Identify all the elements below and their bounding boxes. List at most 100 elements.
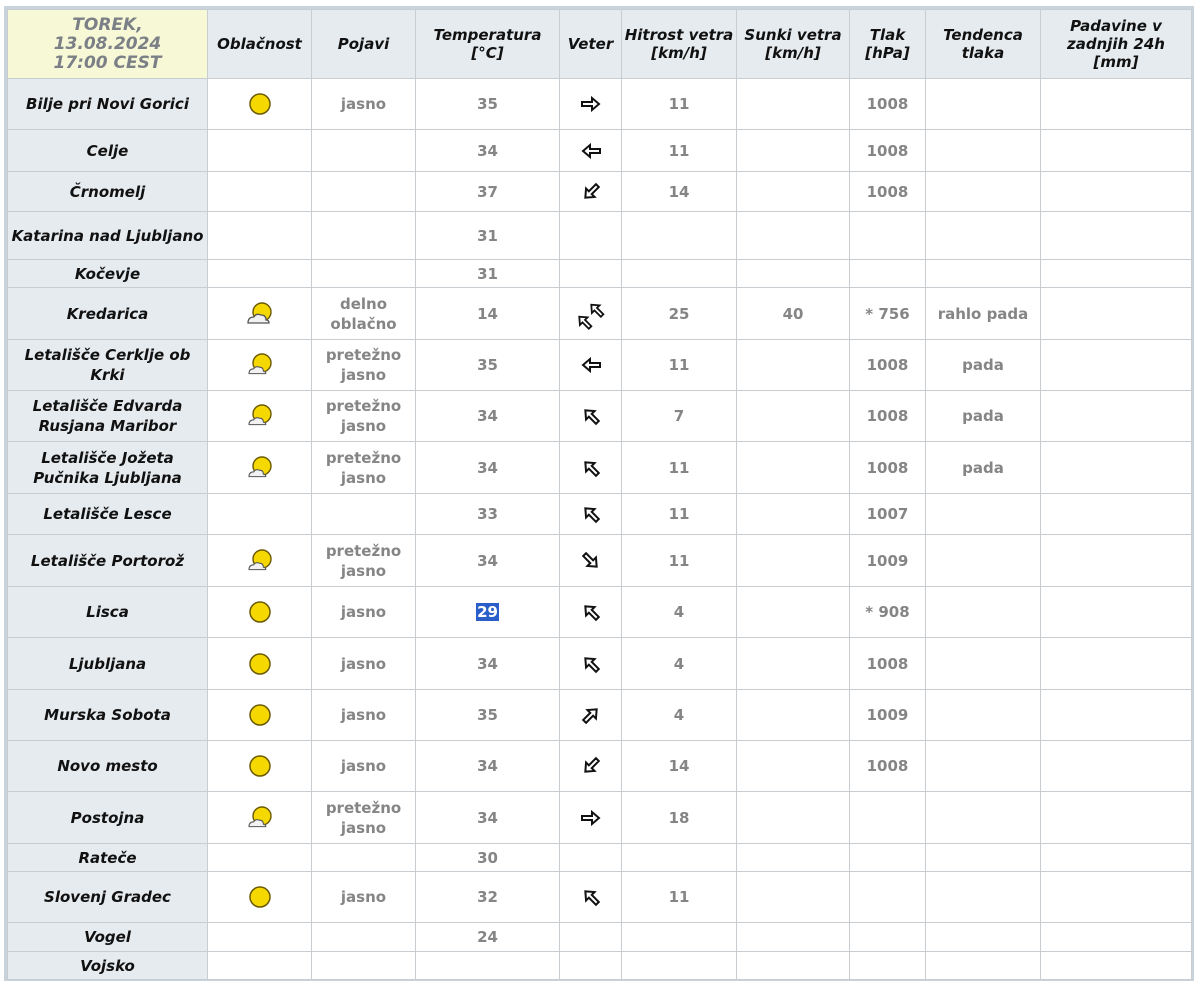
temperature-cell: 37 (415, 171, 560, 212)
temperature: 14 (477, 304, 498, 323)
temperature: 30 (477, 848, 498, 867)
pressure-cell (849, 951, 926, 980)
precipitation-cell (1040, 740, 1192, 792)
wind-direction-cell (559, 259, 622, 288)
temperature: 34 (477, 458, 498, 477)
station-name-cell: Letališče Edvarda Rusjana Maribor (7, 390, 208, 442)
table-row: Letališče Cerklje ob Krki pretežno jasno 3… (7, 339, 1192, 391)
wind-direction-cell (559, 637, 622, 690)
cloudiness-cell (207, 211, 312, 260)
precipitation-cell (1040, 171, 1192, 212)
precipitation-cell (1040, 922, 1192, 952)
cloudiness-cell (207, 339, 312, 391)
wind-speed: 14 (668, 757, 690, 775)
temperature-cell: 14 (415, 287, 560, 340)
phenomena: pretežno jasno (325, 448, 402, 487)
precipitation-cell (1040, 129, 1192, 172)
pressure-cell: 1009 (849, 534, 926, 587)
station-name: Novo mesto (57, 757, 158, 775)
partly-cloudy-icon (245, 301, 275, 324)
date-line: 13.08.2024 (53, 33, 162, 54)
sun-icon (247, 93, 273, 115)
station-name-cell: Bilje pri Novi Gorici (7, 78, 208, 130)
cloudiness-cell (207, 586, 312, 638)
pressure-trend-cell: rahlo pada (925, 287, 1041, 340)
temperature: 37 (477, 182, 498, 201)
temperature-cell: 34 (415, 740, 560, 792)
temperature-cell: 30 (415, 843, 560, 872)
pressure-cell: * 756 (849, 287, 926, 340)
station-name: Kočevje (74, 264, 141, 283)
wind-direction-cell (559, 129, 622, 172)
station-name: Rateče (78, 848, 137, 867)
wind-arrow-icon (580, 182, 602, 200)
phenomena: jasno (340, 757, 387, 775)
wind-speed: 11 (668, 505, 690, 523)
phenomena-cell: jasno (311, 586, 416, 638)
temperature: 31 (477, 226, 498, 245)
pressure-trend-cell (925, 740, 1041, 792)
cloudiness-cell (207, 493, 312, 535)
phenomena-cell (311, 171, 416, 212)
pressure-trend-cell: pada (925, 390, 1041, 442)
phenomena-cell: jasno (311, 689, 416, 741)
station-name-cell: Celje (7, 129, 208, 172)
wind-speed-cell: 11 (621, 441, 737, 494)
pressure-trend-cell (925, 871, 1041, 923)
wind-speed-cell (621, 922, 737, 952)
wind-arrow-icon (580, 458, 602, 477)
phenomena: delno oblačno (330, 294, 397, 333)
station-name: Lisca (86, 603, 129, 621)
wind-speed-cell: 11 (621, 339, 737, 391)
wind-direction-cell (559, 586, 622, 638)
phenomena: jasno (340, 95, 387, 113)
station-name: Katarina nad Ljubljano (11, 226, 204, 245)
pressure-cell (849, 211, 926, 260)
pressure-cell (849, 259, 926, 288)
wind-speed: 4 (673, 603, 685, 621)
temperature: 33 (477, 505, 498, 523)
table-row: Letališče Edvarda Rusjana Maribor pretežn… (7, 390, 1192, 442)
station-name: Črnomelj (69, 182, 146, 201)
table-row: Murska Sobota jasno 35 4 1009 (7, 689, 1192, 741)
pressure-trend-cell (925, 637, 1041, 690)
wind-speed: 14 (668, 182, 690, 201)
temperature: 34 (477, 407, 498, 425)
station-name-cell: Kredarica (7, 287, 208, 340)
station-name: Postojna (70, 808, 145, 827)
wind-gusts-cell (736, 843, 850, 872)
wind-arrow-icon (580, 757, 602, 775)
wind-speed: 25 (668, 304, 690, 323)
pressure-trend-cell (925, 129, 1041, 172)
precipitation-cell (1040, 586, 1192, 638)
wind-arrow-icon (580, 141, 602, 159)
pressure-trend-cell (925, 493, 1041, 535)
pressure-trend-cell (925, 791, 1041, 844)
precipitation-cell (1040, 211, 1192, 260)
cloudiness-cell (207, 534, 312, 587)
table-row: Črnomelj 37 14 1008 (7, 171, 1192, 212)
station-name-cell: Ljubljana (7, 637, 208, 690)
wind-speed-cell: 11 (621, 871, 737, 923)
precipitation-cell (1040, 689, 1192, 741)
wind-speed-cell: 11 (621, 129, 737, 172)
mostly-clear-icon (245, 805, 275, 827)
table-row: Vogel 24 (7, 922, 1192, 952)
wind-gusts-cell (736, 259, 850, 288)
pressure-cell: 1008 (849, 740, 926, 792)
precipitation-cell (1040, 534, 1192, 587)
pressure-cell: 1009 (849, 689, 926, 741)
temperature-cell: 29 (415, 586, 560, 638)
pressure: 1009 (866, 706, 909, 724)
station-name-cell: Novo mesto (7, 740, 208, 792)
phenomena-cell (311, 129, 416, 172)
cloudiness-cell (207, 259, 312, 288)
date-line: TOREK, (72, 14, 143, 35)
wind-gusts: 40 (782, 304, 804, 323)
precipitation-cell (1040, 871, 1192, 923)
column-header: Oblačnost (207, 9, 312, 79)
pressure-trend-cell: pada (925, 441, 1041, 494)
wind-arrow-icon (580, 505, 602, 524)
wind-direction-cell (559, 871, 622, 923)
temperature: 35 (477, 356, 498, 374)
